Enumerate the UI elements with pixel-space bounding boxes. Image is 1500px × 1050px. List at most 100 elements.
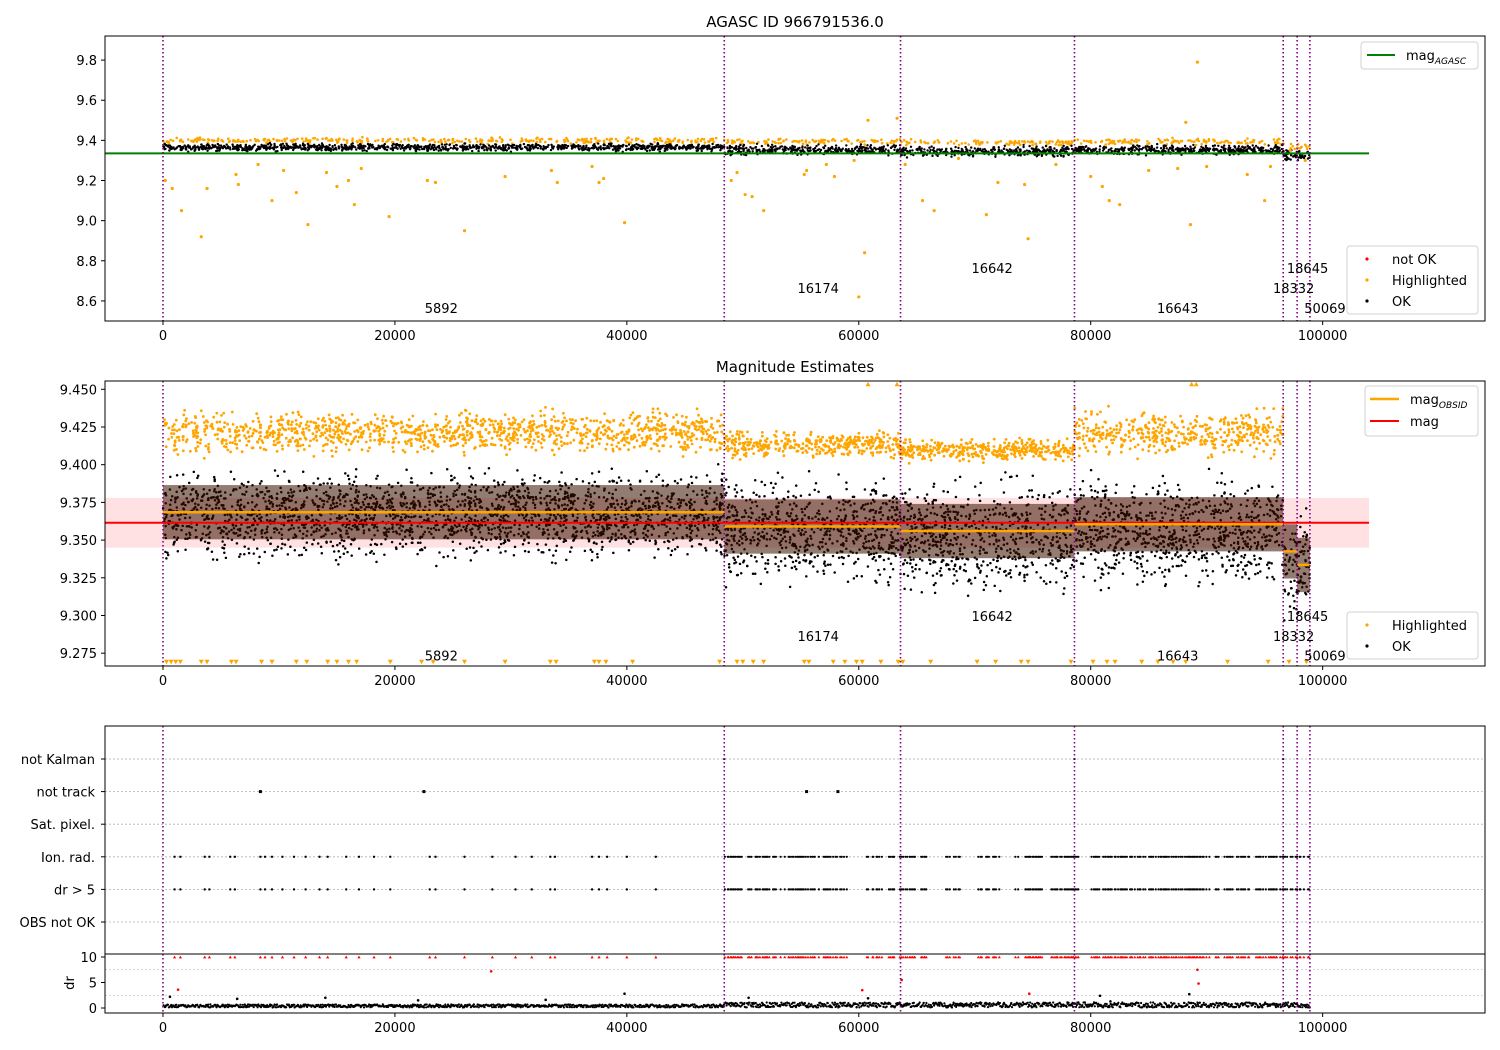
highlighted-point: [700, 425, 704, 429]
highlighted-point: [420, 431, 424, 435]
highlighted-point: [925, 445, 928, 449]
highlighted-point: [731, 456, 734, 460]
highlighted-point: [1186, 442, 1189, 446]
highlighted-point: [563, 140, 567, 143]
highlighted-point: [638, 444, 642, 448]
highlighted-point: [946, 141, 950, 145]
highlighted-point: [593, 434, 597, 437]
highlighted-point: [231, 423, 235, 426]
ok-point: [867, 150, 870, 153]
ok-point: [586, 148, 589, 151]
highlighted-point: [181, 140, 185, 144]
highlighted-point: [217, 137, 220, 140]
highlighted-point: [640, 436, 644, 440]
highlighted-point: [775, 442, 778, 446]
highlighted-point: [364, 440, 368, 444]
ok-point: [231, 145, 235, 148]
highlighted-point: [684, 420, 687, 424]
highlighted-point: [245, 443, 249, 447]
x-tick-label: 60000: [838, 329, 879, 344]
highlighted-point: [1240, 141, 1243, 145]
highlighted-point: [206, 420, 210, 424]
highlighted-point: [1005, 142, 1008, 146]
ok-point: [1242, 146, 1245, 149]
highlighted-point: [324, 170, 329, 175]
highlighted-point: [1204, 141, 1208, 144]
ok-point: [222, 144, 226, 148]
ok-point: [939, 148, 943, 152]
highlighted-point: [747, 140, 750, 143]
ok-point: [741, 147, 744, 150]
highlighted-point: [637, 433, 641, 437]
highlighted-point: [938, 451, 941, 455]
highlighted-point: [870, 435, 873, 439]
highlighted-point: [986, 444, 990, 448]
ok-point: [792, 146, 795, 149]
highlighted-point: [586, 442, 590, 446]
highlighted-point: [251, 431, 255, 435]
highlighted-point: [325, 442, 329, 446]
highlighted-point: [590, 164, 594, 169]
ok-point: [1284, 158, 1287, 161]
ok-point: [597, 146, 600, 149]
ok-point: [497, 147, 500, 150]
highlighted-point: [224, 439, 228, 442]
highlighted-point: [373, 423, 377, 427]
highlighted-point: [786, 442, 789, 446]
highlighted-point: [555, 139, 559, 143]
highlighted-point: [237, 429, 241, 432]
highlighted-point: [213, 139, 216, 143]
highlighted-point: [408, 439, 412, 442]
highlighted-point: [296, 441, 300, 445]
ok-point: [806, 149, 809, 152]
ok-point: [244, 145, 247, 148]
highlighted-point: [733, 447, 737, 451]
x-tick-label: 100000: [1298, 329, 1348, 344]
highlighted-point: [956, 156, 961, 161]
ok-point: [646, 145, 649, 149]
ok-point: [1104, 146, 1108, 149]
highlighted-point: [878, 441, 882, 444]
highlighted-point: [462, 427, 466, 431]
highlighted-point: [686, 425, 689, 428]
highlighted-point: [864, 439, 867, 443]
ok-point: [572, 143, 575, 146]
highlighted-point: [1013, 455, 1017, 459]
highlighted-point: [519, 434, 523, 437]
highlighted-point: [462, 450, 466, 454]
highlighted-point: [782, 431, 786, 435]
highlighted-point: [602, 139, 606, 143]
highlighted-point: [769, 440, 773, 444]
highlighted-point: [979, 141, 983, 144]
highlighted-point: [499, 419, 503, 423]
highlighted-point: [878, 429, 881, 432]
highlighted-point: [604, 447, 608, 451]
agasc-title: AGASC ID 966791536.0: [706, 13, 884, 31]
highlighted-point: [394, 436, 397, 440]
ok-point: [776, 147, 780, 150]
ok-point: [656, 148, 660, 151]
highlighted-point: [764, 443, 768, 447]
ok-point: [485, 146, 488, 149]
highlighted-point: [693, 424, 696, 428]
highlighted-point: [421, 440, 425, 443]
highlighted-point: [861, 436, 865, 440]
ok-point: [609, 144, 612, 147]
highlighted-point: [351, 137, 354, 140]
ok-point: [700, 146, 703, 150]
highlighted-point: [418, 439, 422, 442]
ok-point: [617, 146, 620, 150]
highlighted-point: [178, 428, 181, 432]
highlighted-point: [461, 424, 464, 428]
highlighted-point: [752, 441, 756, 445]
highlighted-point: [292, 427, 296, 431]
ok-point: [507, 144, 510, 147]
highlighted-point: [658, 435, 662, 439]
highlighted-point: [841, 435, 845, 439]
highlighted-point: [1018, 453, 1022, 457]
highlighted-point: [540, 446, 544, 449]
highlighted-point: [1248, 415, 1252, 419]
highlighted-point: [856, 445, 860, 449]
ok-point: [292, 148, 295, 152]
highlighted-point: [529, 435, 532, 438]
